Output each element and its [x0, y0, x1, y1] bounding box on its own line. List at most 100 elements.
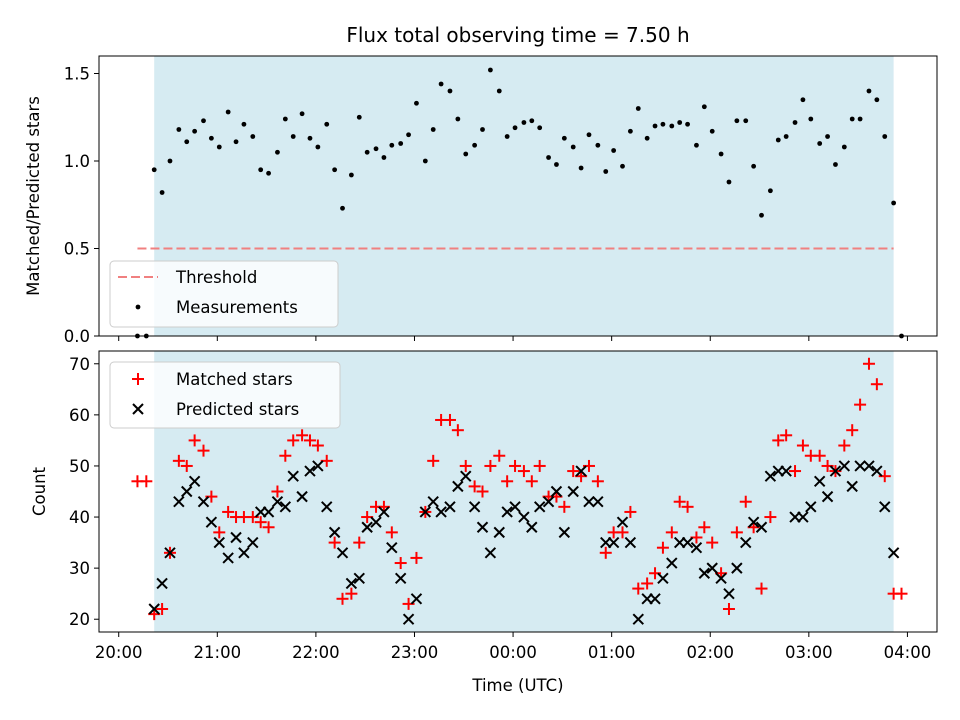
matched-stars-point	[673, 495, 686, 508]
matched-stars-point	[517, 465, 530, 478]
measurement-point	[208, 135, 214, 141]
measurement-point	[414, 100, 419, 106]
measurement-point	[841, 144, 847, 150]
matched-stars-point	[698, 521, 711, 534]
measurement-point	[373, 146, 379, 152]
matched-stars-point	[328, 536, 341, 549]
matched-stars-point	[427, 454, 440, 467]
matched-stars-point	[665, 526, 678, 539]
matched-stars-point	[813, 449, 826, 462]
predicted-stars-point	[813, 475, 826, 487]
predicted-stars-point	[501, 506, 513, 518]
matched-stars-point	[789, 465, 802, 478]
measurement-point	[694, 142, 699, 148]
matched-stars-point	[533, 459, 546, 472]
legend-label-predicted: Predicted stars	[176, 400, 299, 419]
predicted-stars-point	[879, 501, 891, 513]
bottom-y-tick-label: 40	[69, 508, 90, 527]
measurement-point	[299, 111, 305, 117]
matched-stars-point	[476, 485, 489, 498]
measurement-point	[364, 149, 370, 155]
measurement-point	[734, 118, 740, 124]
predicted-stars-point	[690, 541, 703, 554]
predicted-stars-point	[238, 547, 250, 559]
measurement-point	[241, 121, 247, 127]
matched-stars-point	[641, 577, 654, 590]
measurement-point	[225, 109, 231, 115]
predicted-stars-point	[262, 506, 275, 518]
predicted-stars-point	[419, 506, 432, 518]
bottom-y-tick-label: 20	[69, 610, 90, 629]
predicted-stars-point	[410, 593, 423, 605]
bottom-y-tick-label: 30	[69, 559, 90, 578]
predicted-stars-point	[846, 480, 858, 493]
matched-stars-point	[385, 526, 398, 539]
measurement-point	[718, 151, 724, 157]
measurement-point	[866, 88, 872, 94]
matched-stars-point	[188, 434, 201, 447]
matched-stars-point	[895, 587, 908, 600]
measurement-point	[250, 134, 256, 139]
matched-stars-point	[180, 459, 193, 472]
predicted-stars-point	[764, 470, 777, 482]
measurement-point	[660, 121, 666, 127]
x-tick-label: 01:00	[588, 643, 636, 662]
predicted-stars-point	[657, 572, 669, 585]
measurement-point	[167, 158, 173, 164]
predicted-stars-point	[592, 496, 604, 508]
measurement-point	[340, 205, 345, 211]
predicted-stars-point	[304, 465, 316, 477]
top-legend-box	[109, 260, 339, 328]
matched-stars-point	[345, 587, 358, 600]
measurement-point	[561, 135, 567, 141]
measurement-point	[783, 134, 789, 139]
measurement-point	[282, 116, 288, 122]
predicted-stars-point	[370, 516, 382, 528]
matched-stars-point	[254, 516, 267, 529]
matched-stars-point	[755, 582, 768, 595]
matched-stars-point	[846, 424, 859, 437]
predicted-stars-point	[321, 501, 333, 513]
measurement-point	[882, 134, 888, 139]
predicted-stars-point	[607, 536, 620, 549]
measurement-point	[480, 127, 485, 132]
predicted-stars-point	[871, 465, 883, 477]
predicted-stars-point	[780, 465, 792, 477]
x-tick-label: 20:00	[95, 643, 143, 662]
measurement-point	[669, 123, 675, 129]
measurement-point	[406, 132, 411, 138]
predicted-stars-point	[386, 541, 398, 554]
measurement-point	[546, 155, 551, 160]
predicted-stars-point	[460, 470, 472, 482]
measurement-point	[398, 141, 404, 146]
measurement-point	[857, 116, 863, 122]
measurement-point	[537, 125, 543, 131]
bottom-axes-frame	[98, 350, 938, 633]
measurement-point	[529, 118, 535, 124]
matched-stars-point	[262, 521, 275, 534]
x-tick-label: 03:00	[785, 643, 833, 662]
measurement-point	[233, 139, 239, 145]
predicted-stars-point	[444, 501, 456, 513]
measurement-point	[324, 121, 330, 127]
matched-legend-swatch	[132, 373, 144, 385]
predicted-stars-point	[731, 562, 743, 574]
measurement-point	[874, 97, 880, 103]
measurement-point	[275, 149, 280, 155]
matched-stars-point	[706, 536, 719, 549]
matched-stars-point	[197, 444, 210, 457]
predicted-stars-point	[666, 557, 678, 569]
measurement-point	[315, 144, 321, 150]
measurement-point	[496, 88, 502, 94]
matched-stars-point	[838, 439, 851, 452]
predicted-stars-point	[173, 496, 185, 508]
x-tick-label: 23:00	[391, 643, 439, 662]
matched-stars-point	[271, 485, 284, 498]
matched-stars-point	[222, 505, 235, 518]
bottom-y-axis-title: Count	[30, 466, 49, 516]
bottom-legend-box	[109, 361, 341, 429]
predicted-stars-point	[476, 521, 489, 533]
x-tick-label: 21:00	[194, 643, 242, 662]
matched-stars-point	[296, 429, 309, 442]
